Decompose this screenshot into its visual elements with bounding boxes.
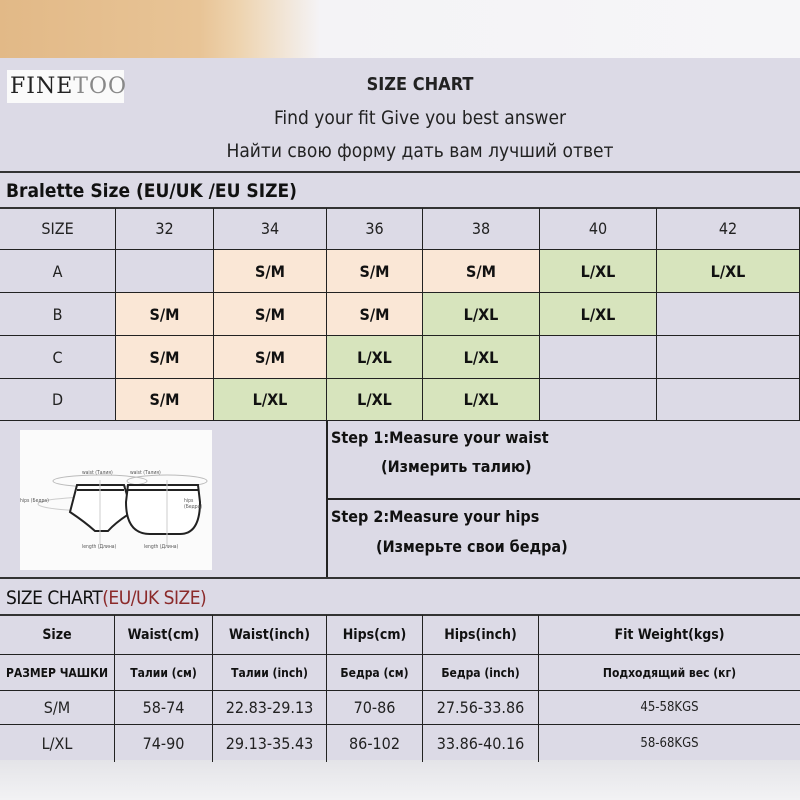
size-cell: S/M bbox=[214, 336, 327, 379]
divider bbox=[0, 171, 800, 173]
size-cell: S/M bbox=[116, 336, 214, 379]
cup-label: A bbox=[0, 250, 116, 293]
column-header: 40 bbox=[540, 208, 657, 250]
brand-logo: FINE TOO bbox=[7, 70, 128, 103]
diagram-label-length: length (Длина) bbox=[82, 544, 117, 550]
size-cell: S/M bbox=[116, 293, 214, 336]
divider bbox=[0, 207, 800, 209]
size-cell: L/XL bbox=[423, 336, 540, 379]
size-cell bbox=[540, 336, 657, 379]
measurement-diagram: waist (Талия) waist (Талия) hips (Бедра)… bbox=[20, 430, 212, 570]
size-cell: S/M bbox=[214, 250, 327, 293]
table-cell: 45-58KGS bbox=[539, 691, 800, 725]
column-header: 42 bbox=[657, 208, 800, 250]
size-cell: L/XL bbox=[327, 336, 423, 379]
table-cell: 22.83-29.13 bbox=[213, 691, 327, 725]
size-cell bbox=[657, 293, 800, 336]
bralette-title: Bralette Size (EU/UK /EU SIZE) bbox=[6, 180, 297, 202]
background-photo-bottom bbox=[0, 760, 800, 800]
size-chart-title-text: SIZE CHART bbox=[6, 587, 103, 609]
column-header: Hips(cm) bbox=[327, 615, 423, 655]
size-cell bbox=[116, 250, 214, 293]
column-header: Бедра (см) bbox=[327, 655, 423, 691]
column-header: 38 bbox=[423, 208, 540, 250]
table-cell: 74-90 bbox=[115, 725, 213, 762]
table-cell: 86-102 bbox=[327, 725, 423, 762]
divider bbox=[0, 577, 800, 579]
column-header: 36 bbox=[327, 208, 423, 250]
table-cell: L/XL bbox=[0, 725, 115, 762]
cup-label: B bbox=[0, 293, 116, 336]
size-cell bbox=[657, 336, 800, 379]
size-cell: L/XL bbox=[214, 379, 327, 421]
column-header: Бедра (inch) bbox=[423, 655, 539, 691]
column-header: РАЗМЕР ЧАШКИ bbox=[0, 655, 115, 691]
step-1-label: Step 1:Measure your waist bbox=[331, 428, 549, 447]
subtitle-ru: Найти свою форму дать вам лучший ответ bbox=[226, 140, 614, 162]
page-title: SIZE CHART bbox=[366, 74, 474, 95]
table-cell: 70-86 bbox=[327, 691, 423, 725]
cup-label: C bbox=[0, 336, 116, 379]
diagram-label-hips-2: hips (Бедра) bbox=[184, 498, 203, 510]
size-cell: L/XL bbox=[327, 379, 423, 421]
step-2-ru: (Измерьте свои бедра) bbox=[376, 537, 568, 556]
column-header: 34 bbox=[214, 208, 327, 250]
subtitle-en: Find your fit Give you best answer bbox=[273, 107, 567, 129]
size-cell: L/XL bbox=[423, 379, 540, 421]
size-cell: S/M bbox=[423, 250, 540, 293]
column-header: Size bbox=[0, 615, 115, 655]
column-header: Waist(inch) bbox=[213, 615, 327, 655]
size-cell: S/M bbox=[116, 379, 214, 421]
size-cell: L/XL bbox=[540, 250, 657, 293]
table-cell: 27.56-33.86 bbox=[423, 691, 539, 725]
table-cell: 58-68KGS bbox=[640, 736, 699, 751]
logo-text: FINE bbox=[10, 74, 74, 99]
table-cell: 33.86-40.16 bbox=[423, 725, 539, 762]
cup-label: D bbox=[0, 379, 116, 421]
size-cell: L/XL bbox=[540, 293, 657, 336]
column-header: Waist(cm) bbox=[115, 615, 213, 655]
diagram-label-waist: waist (Талия) bbox=[82, 470, 113, 476]
column-header: Fit Weight(kgs) bbox=[539, 615, 800, 655]
size-cell bbox=[540, 379, 657, 421]
column-header: Hips(inch) bbox=[423, 615, 539, 655]
diagram-label-waist-2: waist (Талия) bbox=[130, 470, 161, 476]
column-header: Подходящий вес (кг) bbox=[539, 655, 800, 691]
size-cell: L/XL bbox=[423, 293, 540, 336]
underwear-diagram-image bbox=[37, 474, 208, 545]
column-header: Талии (см) bbox=[115, 655, 213, 691]
size-cell bbox=[657, 379, 800, 421]
divider bbox=[326, 421, 328, 578]
size-cell: L/XL bbox=[657, 250, 800, 293]
divider bbox=[327, 498, 800, 500]
size-chart-title-suffix: (EU/UK SIZE) bbox=[102, 587, 207, 609]
step-1-ru: (Измерить талию) bbox=[381, 457, 532, 476]
size-cell: S/M bbox=[327, 250, 423, 293]
size-chart-title: SIZE CHART(EU/UK SIZE) bbox=[6, 587, 207, 609]
logo-text-light: TOO bbox=[73, 74, 128, 99]
column-header: SIZE bbox=[0, 208, 116, 250]
table-cell: 58-74 bbox=[115, 691, 213, 725]
diagram-label-length-2: length (Длина) bbox=[144, 544, 179, 550]
step-2-label: Step 2:Measure your hips bbox=[331, 507, 540, 526]
column-header: 32 bbox=[116, 208, 214, 250]
column-header: Талии (inch) bbox=[213, 655, 327, 691]
size-cell: S/M bbox=[327, 293, 423, 336]
size-cell: S/M bbox=[214, 293, 327, 336]
table-cell: S/M bbox=[0, 691, 115, 725]
divider bbox=[0, 614, 800, 616]
table-cell: 29.13-35.43 bbox=[213, 725, 327, 762]
background-photo-top bbox=[0, 0, 800, 60]
diagram-label-hips: hips (Бедра) bbox=[20, 498, 49, 504]
